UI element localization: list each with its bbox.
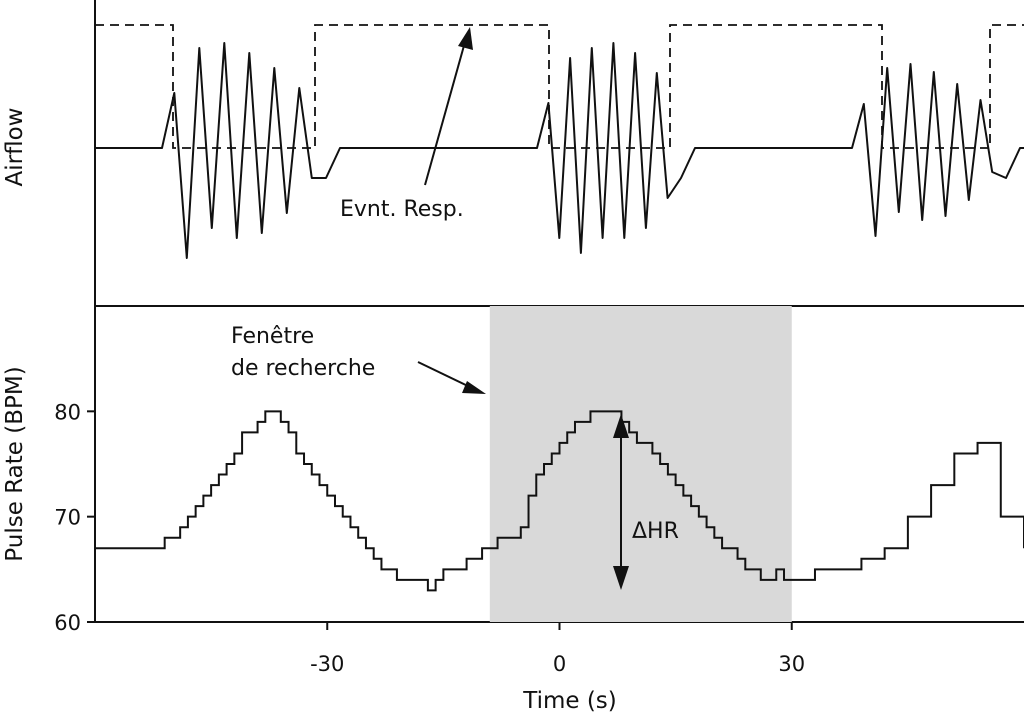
search-window-region	[489, 306, 792, 622]
search-window-arrow-head	[462, 381, 486, 394]
event-arrow-head	[458, 27, 473, 50]
event-detection-trace	[95, 24, 1024, 149]
y-tick-label: 80	[54, 400, 81, 424]
x-tick-label: -30	[310, 652, 344, 676]
pulse-rate-trace	[95, 410, 1024, 592]
event-arrow-line	[424, 41, 466, 186]
delta-hr-label: ΔHR	[632, 519, 679, 544]
x-tick-label: 0	[553, 652, 566, 676]
pulse-axis-label: Pulse Rate (BPM)	[2, 366, 28, 561]
search-window-label-line2: de recherche	[231, 356, 375, 381]
y-ticks: 60 70 80	[54, 400, 95, 635]
x-tick-label: 30	[778, 652, 805, 676]
y-tick-label: 70	[54, 506, 81, 530]
airflow-trace	[95, 42, 1024, 259]
event-annotation: Evnt. Resp.	[340, 197, 464, 222]
delta-hr-arrow-down	[613, 566, 629, 590]
search-window-arrow-line	[417, 361, 473, 389]
x-ticks: -30 0 30	[310, 622, 805, 676]
y-tick-label: 60	[54, 611, 81, 635]
delta-hr-arrow-up	[613, 414, 629, 438]
x-axis-label: Time (s)	[522, 688, 617, 714]
airflow-axis-label: Airflow	[2, 108, 28, 187]
search-window-label-line1: Fenêtre	[231, 324, 314, 349]
airflow-panel: Airflow Evnt. Resp.	[2, 24, 1024, 259]
